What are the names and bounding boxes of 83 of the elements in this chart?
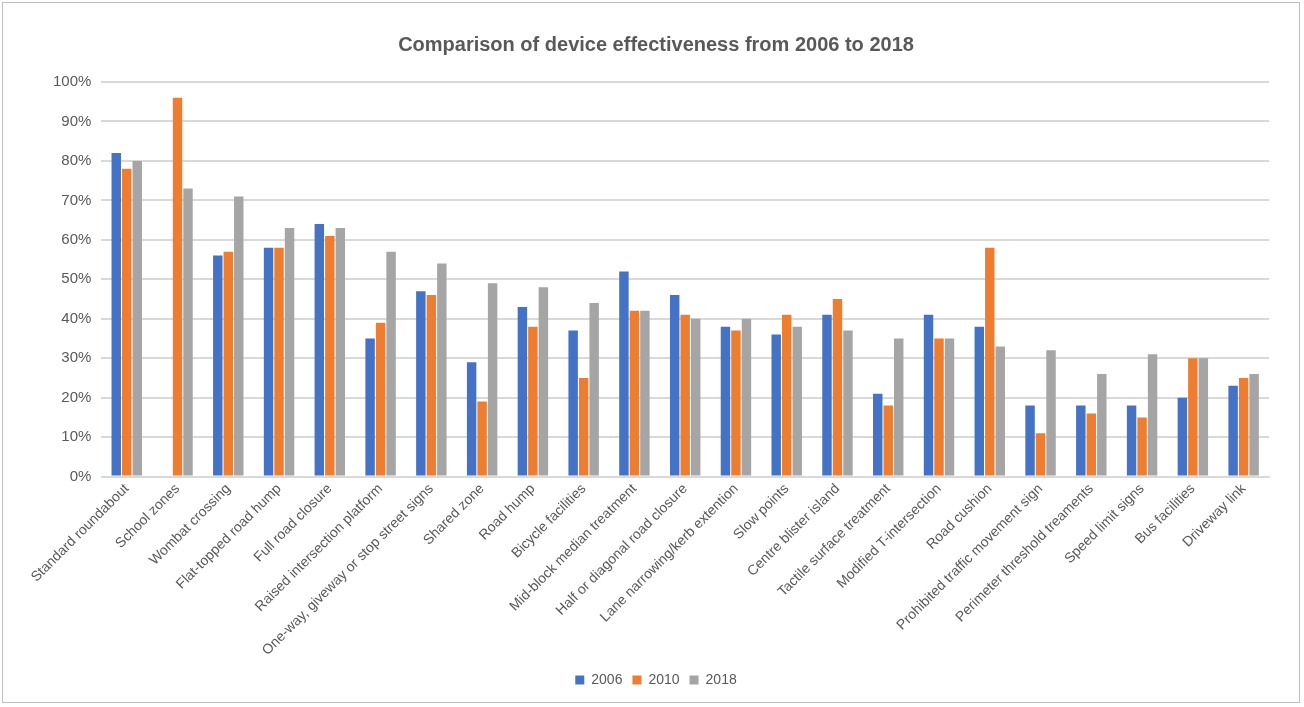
chart-title: Comparison of device effectiveness from 2006 to 2018 <box>398 32 914 55</box>
bar <box>263 247 274 476</box>
bar <box>111 153 121 476</box>
bar <box>731 330 741 476</box>
bar <box>720 326 731 476</box>
bar <box>771 334 781 476</box>
bar <box>619 271 629 476</box>
y-tick-label: 30% <box>61 348 92 366</box>
bar <box>843 330 853 476</box>
y-tick-label: 70% <box>61 190 92 208</box>
bar <box>335 228 346 476</box>
bar <box>314 224 325 476</box>
bar <box>437 263 447 476</box>
bar <box>741 318 752 476</box>
bar <box>1198 358 1209 476</box>
y-tick-label: 60% <box>61 229 92 247</box>
y-tick-label: 100% <box>52 72 92 90</box>
bar <box>183 188 193 476</box>
bar <box>466 362 477 476</box>
bar <box>792 326 802 476</box>
bar <box>1177 397 1188 476</box>
bar <box>386 251 396 476</box>
bar <box>1188 358 1198 476</box>
bar <box>1126 405 1137 476</box>
bar <box>416 291 426 476</box>
bar <box>325 235 335 476</box>
bar <box>132 160 142 476</box>
bar <box>1076 405 1086 476</box>
y-tick-label: 0% <box>69 466 92 484</box>
bar <box>274 247 284 476</box>
bar <box>1025 405 1035 476</box>
bar <box>894 338 904 476</box>
bar <box>629 310 640 476</box>
bar <box>822 314 832 476</box>
bar <box>832 299 843 476</box>
bar <box>517 306 528 476</box>
legend-label: 2018 <box>705 670 737 687</box>
y-tick-label: 20% <box>61 387 92 405</box>
y-tick-label: 80% <box>61 151 92 169</box>
bar <box>944 338 955 476</box>
bar <box>985 247 995 476</box>
bar <box>1035 433 1046 476</box>
bar <box>477 401 487 476</box>
bar <box>883 405 893 476</box>
bar <box>669 295 680 476</box>
bar <box>234 196 244 476</box>
bar <box>172 97 183 476</box>
bar <box>1228 385 1238 476</box>
bar <box>995 346 1005 476</box>
bar <box>690 318 701 476</box>
bar <box>426 295 437 476</box>
bar <box>1046 350 1056 476</box>
legend-label: 2010 <box>648 670 680 687</box>
bar <box>528 326 538 476</box>
bar <box>1238 377 1249 476</box>
bar <box>1097 374 1107 476</box>
bar <box>568 330 578 476</box>
y-tick-label: 10% <box>61 427 92 445</box>
bar <box>487 283 498 476</box>
bar <box>365 338 375 476</box>
bar <box>974 326 985 476</box>
bar <box>640 310 650 476</box>
bar <box>122 168 132 476</box>
bar <box>284 228 295 476</box>
legend-label: 2006 <box>591 670 623 687</box>
bar <box>578 377 589 476</box>
bar <box>781 314 792 476</box>
y-tick-label: 50% <box>61 269 92 287</box>
y-tick-label: 40% <box>61 308 92 326</box>
y-tick-label: 90% <box>61 111 92 129</box>
bar <box>680 314 690 476</box>
bar <box>1249 374 1259 476</box>
bar <box>213 255 223 476</box>
bar <box>538 287 549 476</box>
bar <box>923 314 934 476</box>
bar <box>1147 354 1158 476</box>
bar <box>873 393 883 476</box>
bar <box>1086 413 1097 476</box>
bar <box>934 338 944 476</box>
bar <box>375 322 386 476</box>
bar <box>589 302 599 476</box>
bar <box>1137 417 1147 476</box>
bar <box>223 251 233 476</box>
